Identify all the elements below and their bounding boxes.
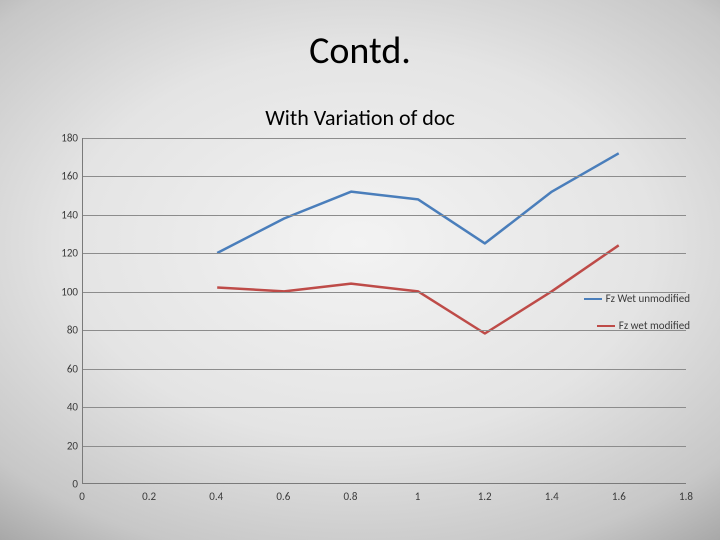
line-chart: 0 20 40 60 80 100 120 140 160 180 0 0.2 0.4 0.6 0.8 1 1.…	[44, 132, 696, 520]
y-tick-label: 60	[46, 362, 78, 375]
gridline-h	[83, 215, 686, 216]
gridline-h	[83, 138, 686, 139]
series-line	[217, 245, 619, 333]
y-tick-label: 40	[46, 401, 78, 414]
legend-item: Fz wet modified	[597, 319, 690, 332]
x-tick-label: 0.2	[142, 490, 156, 503]
plot-area	[82, 138, 686, 484]
gridline-h	[83, 407, 686, 408]
x-tick-label: 1	[415, 490, 421, 503]
x-tick-label: 1.2	[478, 490, 492, 503]
y-tick-label: 100	[46, 285, 78, 298]
legend-item: Fz Wet unmodified	[584, 292, 690, 305]
legend-label: Fz Wet unmodified	[606, 292, 690, 305]
y-tick-label: 80	[46, 324, 78, 337]
page-title: Contd.	[0, 28, 720, 74]
legend-label: Fz wet modified	[619, 319, 690, 332]
gridline-h	[83, 446, 686, 447]
gridline-h	[83, 369, 686, 370]
y-tick-label: 180	[46, 132, 78, 145]
gridline-h	[83, 253, 686, 254]
y-tick-label: 20	[46, 439, 78, 452]
x-tick-label: 0.4	[209, 490, 223, 503]
chart-title: With Variation of doc	[0, 104, 720, 131]
series-line	[217, 153, 619, 253]
x-tick-label: 1.4	[545, 490, 559, 503]
x-tick-label: 0.6	[276, 490, 290, 503]
x-tick-label: 1.8	[679, 490, 693, 503]
x-tick-label: 0	[79, 490, 85, 503]
y-tick-label: 120	[46, 247, 78, 260]
gridline-h	[83, 176, 686, 177]
legend-swatch	[584, 298, 602, 300]
y-tick-label: 160	[46, 170, 78, 183]
gridline-h	[83, 330, 686, 331]
chart-lines	[83, 138, 686, 483]
legend-swatch	[597, 325, 615, 327]
y-tick-label: 0	[46, 478, 78, 491]
y-tick-label: 140	[46, 208, 78, 221]
x-tick-label: 1.6	[612, 490, 626, 503]
x-tick-label: 0.8	[343, 490, 357, 503]
